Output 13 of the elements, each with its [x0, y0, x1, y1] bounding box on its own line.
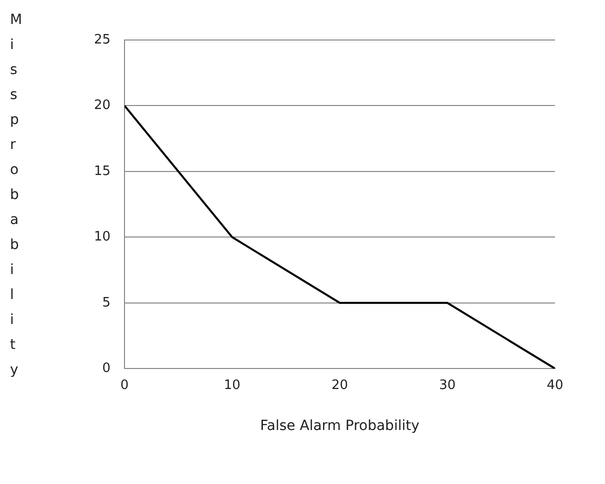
y-tick-label: 5 — [102, 295, 111, 310]
y-tick-label: 25 — [94, 32, 111, 48]
x-tick-label: 30 — [439, 378, 456, 393]
y-tick-label: 0 — [102, 360, 111, 376]
x-tick-label: 20 — [332, 378, 348, 393]
y-tick-label: 15 — [94, 164, 111, 179]
y-tick-label: 20 — [94, 98, 111, 114]
x-tick-label: 10 — [224, 378, 240, 393]
y-tick-label: 10 — [94, 230, 111, 245]
text: Miss probability — [10, 12, 22, 378]
x-tick-label: 40 — [546, 378, 564, 393]
x-tick-label: 0 — [120, 378, 129, 393]
x-axis-title: False Alarm Probability — [260, 418, 420, 434]
